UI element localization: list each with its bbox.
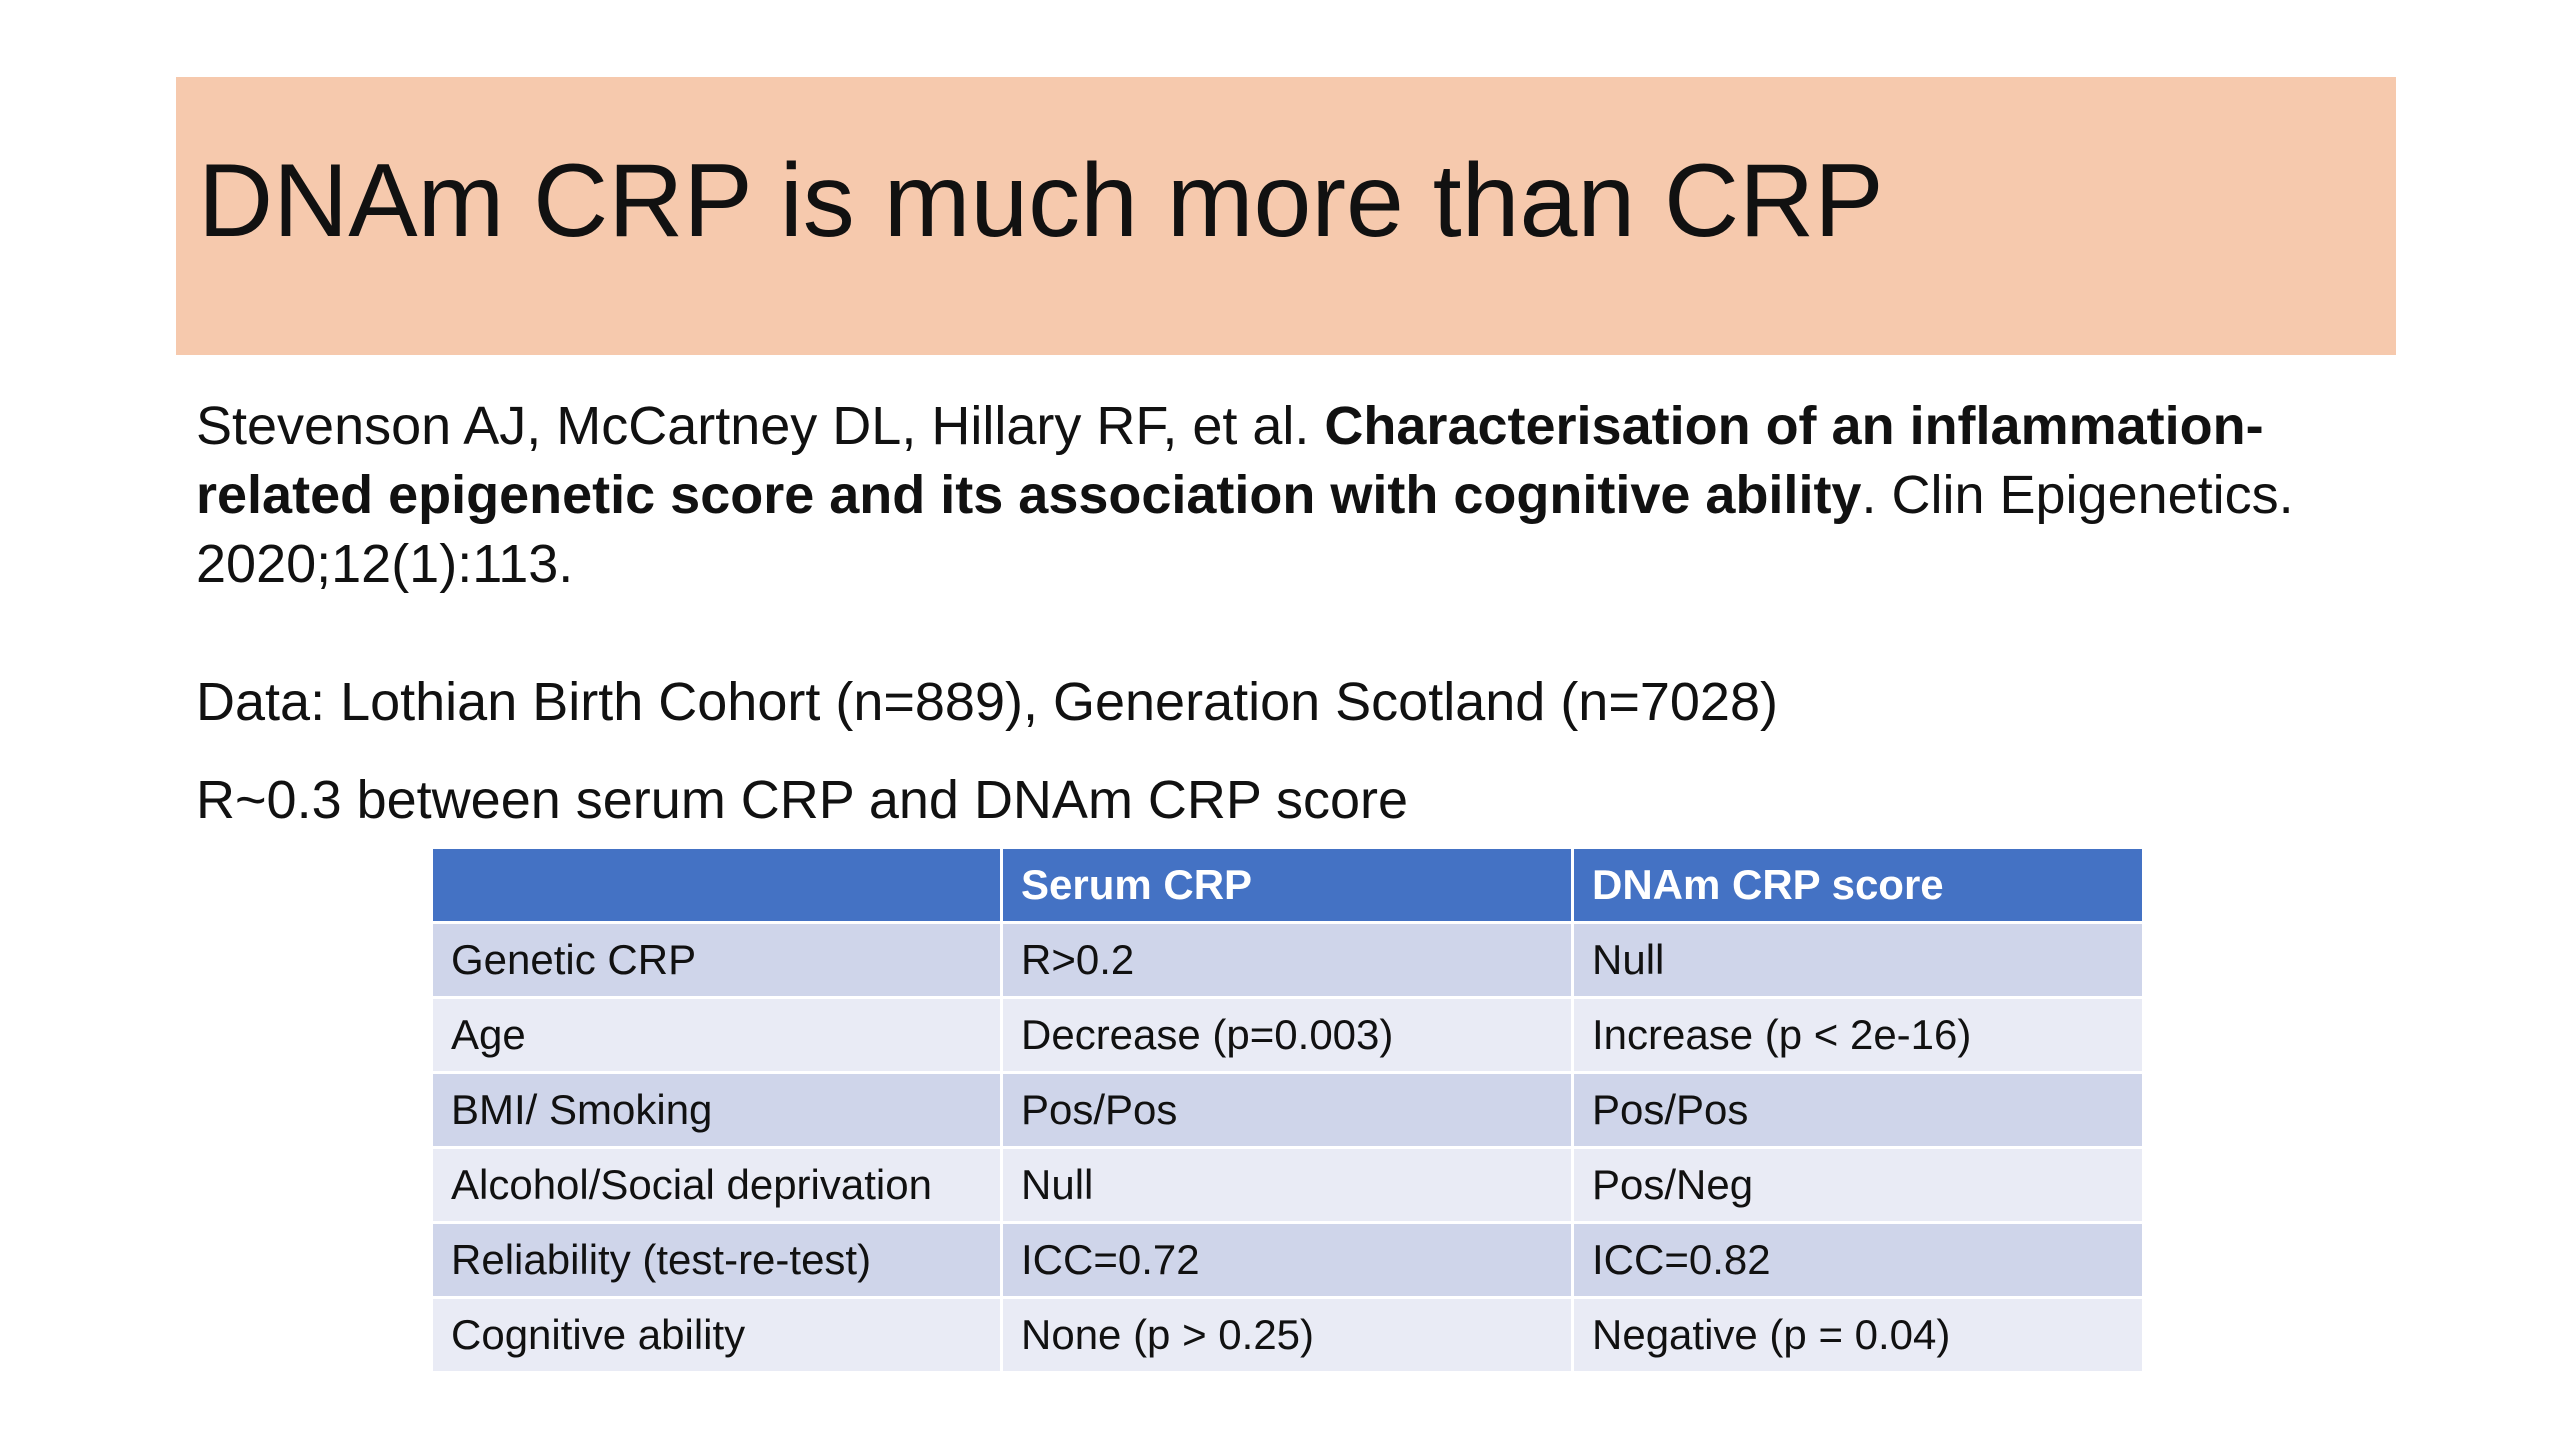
comparison-table: Serum CRP DNAm CRP score Genetic CRP R>0… bbox=[430, 846, 2145, 1374]
table-cell: Null bbox=[1000, 1146, 1574, 1224]
table-header-cell: Serum CRP bbox=[1000, 846, 1574, 924]
citation-paper-title: Characterisation of an inflammation-rela… bbox=[196, 396, 2264, 525]
table-cell: Decrease (p=0.003) bbox=[1000, 996, 1574, 1074]
table-cell: None (p > 0.25) bbox=[1000, 1296, 1574, 1374]
comparison-table-wrapper: Serum CRP DNAm CRP score Genetic CRP R>0… bbox=[430, 846, 2145, 1374]
table-row: Cognitive ability None (p > 0.25) Negati… bbox=[430, 1296, 2145, 1374]
citation-journal: . Clin Epigenetics. 2020;12(1):113. bbox=[196, 465, 2294, 594]
table-cell: Age bbox=[430, 996, 1003, 1074]
table-header-cell bbox=[430, 846, 1003, 924]
table-row: Genetic CRP R>0.2 Null bbox=[430, 921, 2145, 999]
table-cell: Negative (p = 0.04) bbox=[1571, 1296, 2145, 1374]
table-row: Alcohol/Social deprivation Null Pos/Neg bbox=[430, 1146, 2145, 1224]
table-row: BMI/ Smoking Pos/Pos Pos/Pos bbox=[430, 1071, 2145, 1149]
table-cell: Pos/Neg bbox=[1571, 1146, 2145, 1224]
table-cell: Pos/Pos bbox=[1571, 1071, 2145, 1149]
correlation-line: R~0.3 between serum CRP and DNAm CRP sco… bbox=[196, 770, 1409, 830]
table-cell: Pos/Pos bbox=[1000, 1071, 1574, 1149]
table-cell: Reliability (test-re-test) bbox=[430, 1221, 1003, 1299]
title-band: DNAm CRP is much more than CRP bbox=[176, 77, 2396, 355]
table-cell: ICC=0.72 bbox=[1000, 1221, 1574, 1299]
table-cell: Alcohol/Social deprivation bbox=[430, 1146, 1003, 1224]
table-cell: Genetic CRP bbox=[430, 921, 1003, 999]
table-header-cell: DNAm CRP score bbox=[1571, 846, 2145, 924]
slide-title: DNAm CRP is much more than CRP bbox=[198, 143, 1884, 259]
table-cell: ICC=0.82 bbox=[1571, 1221, 2145, 1299]
table-cell: Null bbox=[1571, 921, 2145, 999]
table-header-row: Serum CRP DNAm CRP score bbox=[430, 846, 2145, 924]
citation: Stevenson AJ, McCartney DL, Hillary RF, … bbox=[196, 392, 2416, 599]
citation-authors: Stevenson AJ, McCartney DL, Hillary RF, … bbox=[196, 396, 1325, 456]
table-cell: BMI/ Smoking bbox=[430, 1071, 1003, 1149]
table-row: Age Decrease (p=0.003) Increase (p < 2e-… bbox=[430, 996, 2145, 1074]
table-cell: Cognitive ability bbox=[430, 1296, 1003, 1374]
table-row: Reliability (test-re-test) ICC=0.72 ICC=… bbox=[430, 1221, 2145, 1299]
table-cell: R>0.2 bbox=[1000, 921, 1574, 999]
data-sources-line: Data: Lothian Birth Cohort (n=889), Gene… bbox=[196, 672, 1778, 732]
table-cell: Increase (p < 2e-16) bbox=[1571, 996, 2145, 1074]
